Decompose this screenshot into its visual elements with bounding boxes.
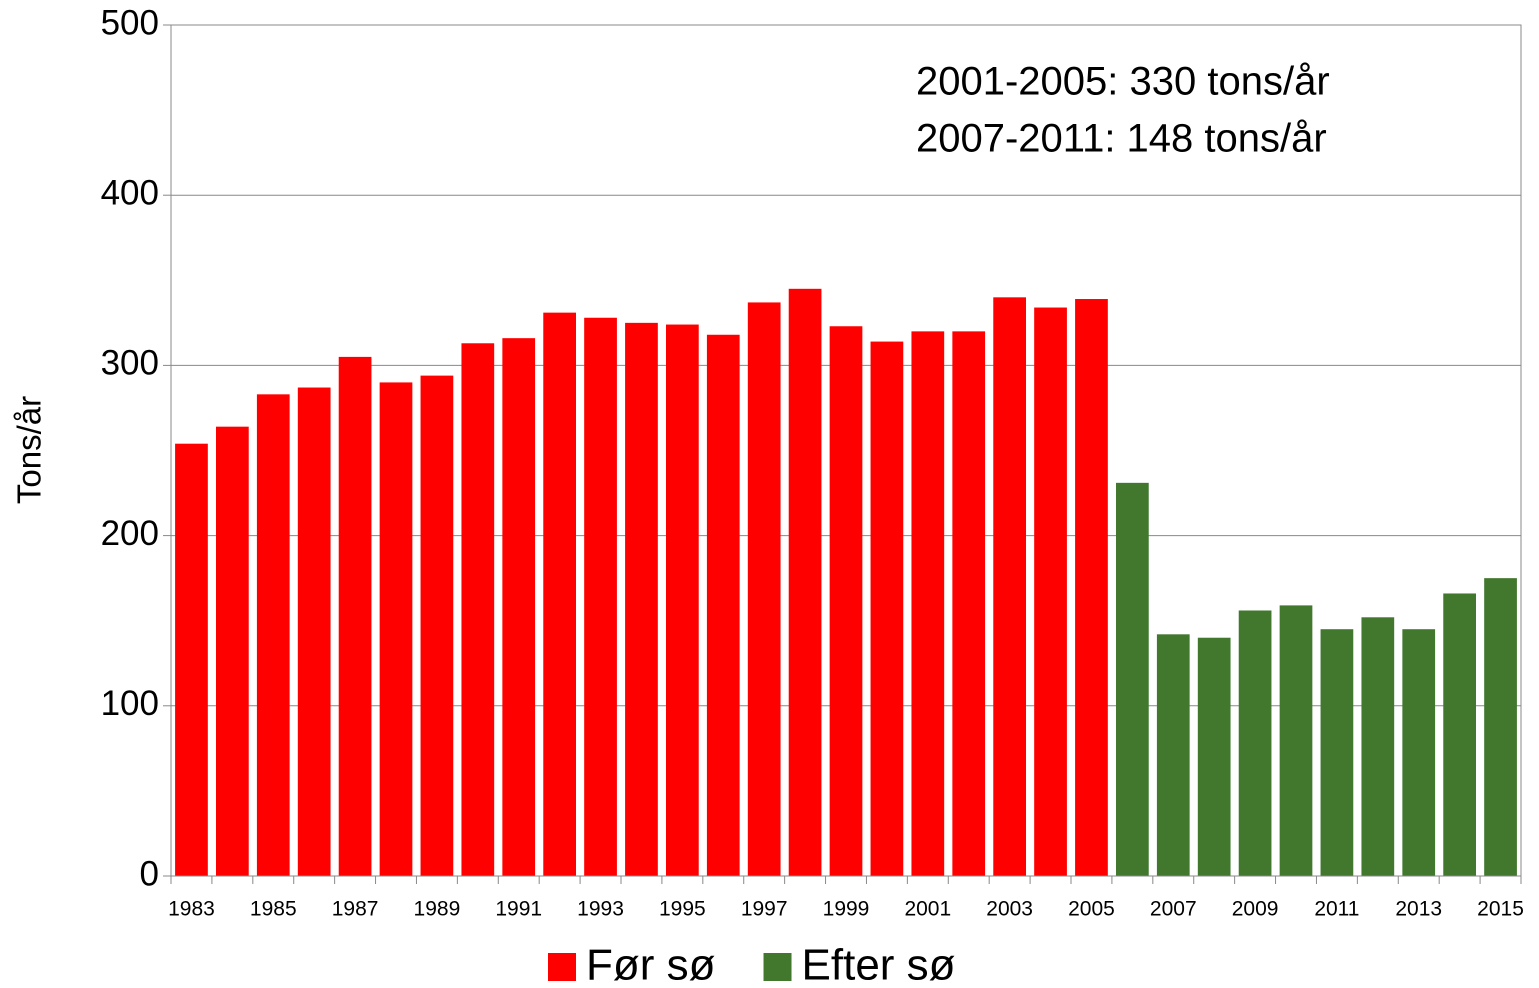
bar bbox=[256, 394, 290, 876]
x-tick-label: 2005 bbox=[1068, 898, 1115, 921]
bar bbox=[829, 326, 863, 876]
bar bbox=[543, 312, 576, 876]
bar bbox=[1402, 629, 1436, 876]
x-tick-label: 1997 bbox=[741, 898, 788, 921]
bar bbox=[502, 338, 536, 877]
plot-frame bbox=[170, 24, 1522, 877]
x-tick-label: 2009 bbox=[1232, 898, 1279, 921]
legend-label: Efter sø bbox=[802, 941, 956, 988]
bar bbox=[584, 317, 617, 876]
bar bbox=[297, 387, 331, 876]
y-tick-label: 400 bbox=[101, 173, 159, 212]
x-tick-label: 2003 bbox=[986, 898, 1033, 921]
bar bbox=[175, 443, 208, 876]
x-tick-label: 2011 bbox=[1314, 898, 1359, 921]
y-tick-label: 300 bbox=[101, 344, 159, 383]
y-tick-label: 200 bbox=[101, 514, 159, 553]
x-tick-label: 2001 bbox=[904, 898, 951, 921]
bar bbox=[461, 343, 495, 876]
bar bbox=[1361, 617, 1395, 876]
x-tick-label: 1995 bbox=[659, 898, 706, 921]
y-tick-label: 100 bbox=[101, 684, 159, 723]
annotation: 2001-2005: 330 tons/år bbox=[916, 60, 1330, 104]
bar bbox=[1034, 307, 1067, 877]
bar bbox=[216, 426, 249, 876]
bar bbox=[420, 375, 454, 876]
x-tick-label: 2013 bbox=[1395, 898, 1442, 921]
bar bbox=[1238, 610, 1272, 876]
bar bbox=[993, 297, 1026, 876]
bar bbox=[625, 322, 658, 877]
y-tick-label: 0 bbox=[140, 854, 159, 893]
legend-swatch bbox=[763, 953, 792, 981]
bar bbox=[379, 382, 413, 876]
y-axis-label: Tons/år bbox=[11, 396, 48, 504]
bar bbox=[1279, 605, 1313, 876]
bar bbox=[1320, 629, 1354, 876]
legend-swatch bbox=[548, 953, 576, 981]
bar bbox=[870, 341, 904, 876]
bar bbox=[706, 334, 740, 876]
annotation: 2007-2011: 148 tons/år bbox=[916, 117, 1327, 161]
x-tick-label: 1993 bbox=[577, 898, 624, 921]
x-tick-label: 1991 bbox=[495, 898, 542, 921]
bar bbox=[1197, 637, 1231, 876]
bar bbox=[1484, 578, 1517, 876]
legend-label: Før sø bbox=[586, 941, 716, 988]
bar bbox=[338, 356, 372, 876]
bar bbox=[788, 288, 822, 876]
y-tick-label: 500 bbox=[101, 3, 159, 42]
x-tick-label: 1999 bbox=[823, 898, 870, 921]
bar bbox=[1075, 299, 1108, 877]
bar bbox=[747, 302, 781, 876]
x-tick-label: 1985 bbox=[250, 898, 297, 921]
bar bbox=[1443, 593, 1476, 876]
bar bbox=[1116, 482, 1149, 876]
x-tick-label: 1989 bbox=[414, 898, 461, 921]
bar bbox=[1156, 634, 1190, 876]
bar bbox=[952, 331, 986, 876]
x-tick-label: 1987 bbox=[332, 898, 379, 921]
x-tick-label: 2015 bbox=[1477, 898, 1524, 921]
x-tick-label: 1983 bbox=[168, 898, 215, 921]
bar bbox=[911, 331, 945, 876]
x-tick-label: 2007 bbox=[1150, 898, 1197, 921]
bar bbox=[666, 324, 699, 876]
